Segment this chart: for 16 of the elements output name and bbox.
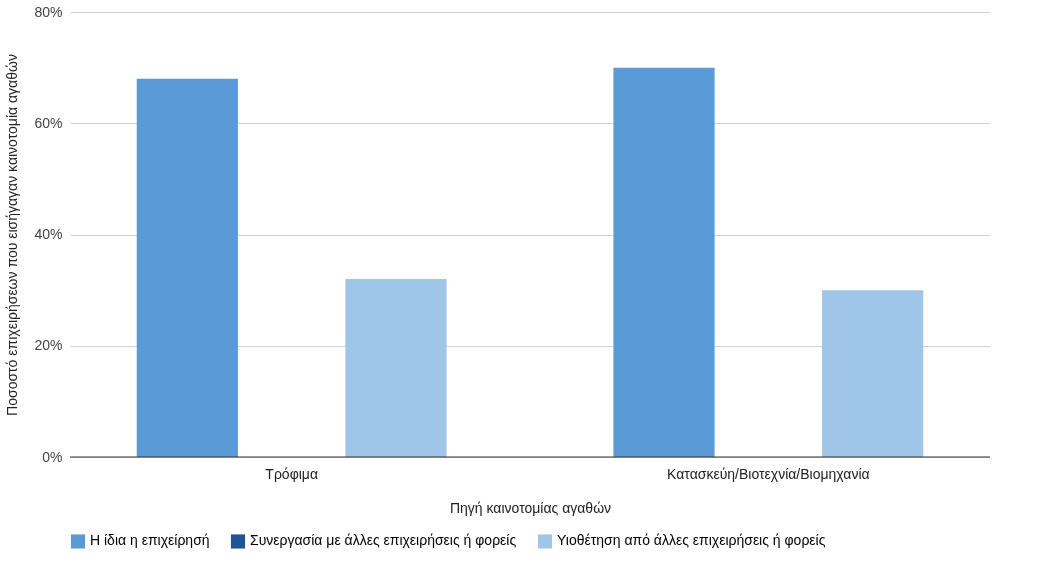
y-tick-label: 20%	[34, 337, 63, 354]
y-tick-label: 80%	[34, 3, 63, 20]
bar	[345, 279, 447, 457]
y-tick-label: 40%	[34, 226, 63, 242]
y-tick-label: 0%	[42, 448, 63, 465]
bar	[136, 78, 238, 457]
bar	[613, 67, 715, 457]
x-tick-label: Τρόφιμα	[265, 465, 318, 482]
legend-label: Η ίδια η επιχείρησή	[90, 532, 210, 549]
x-tick-label: Κατασκεύη/Βιοτεχνία/Βιομηχανία	[667, 465, 870, 482]
legend-label: Συνεργασία με άλλες επιχειρήσεις ή φορείς	[250, 532, 517, 549]
x-axis-title: Πηγή καινοτομίας αγαθών	[449, 499, 612, 516]
legend-label: Υιοθέτηση από άλλες επιχειρήσεις ή φορείς	[557, 532, 826, 549]
bar	[822, 290, 924, 457]
y-axis-title: Ποσοστό επιχειρήσεων που εισήγαγαν καινοτομία αγαθών	[4, 54, 21, 416]
y-tick-label: 60%	[34, 114, 63, 131]
